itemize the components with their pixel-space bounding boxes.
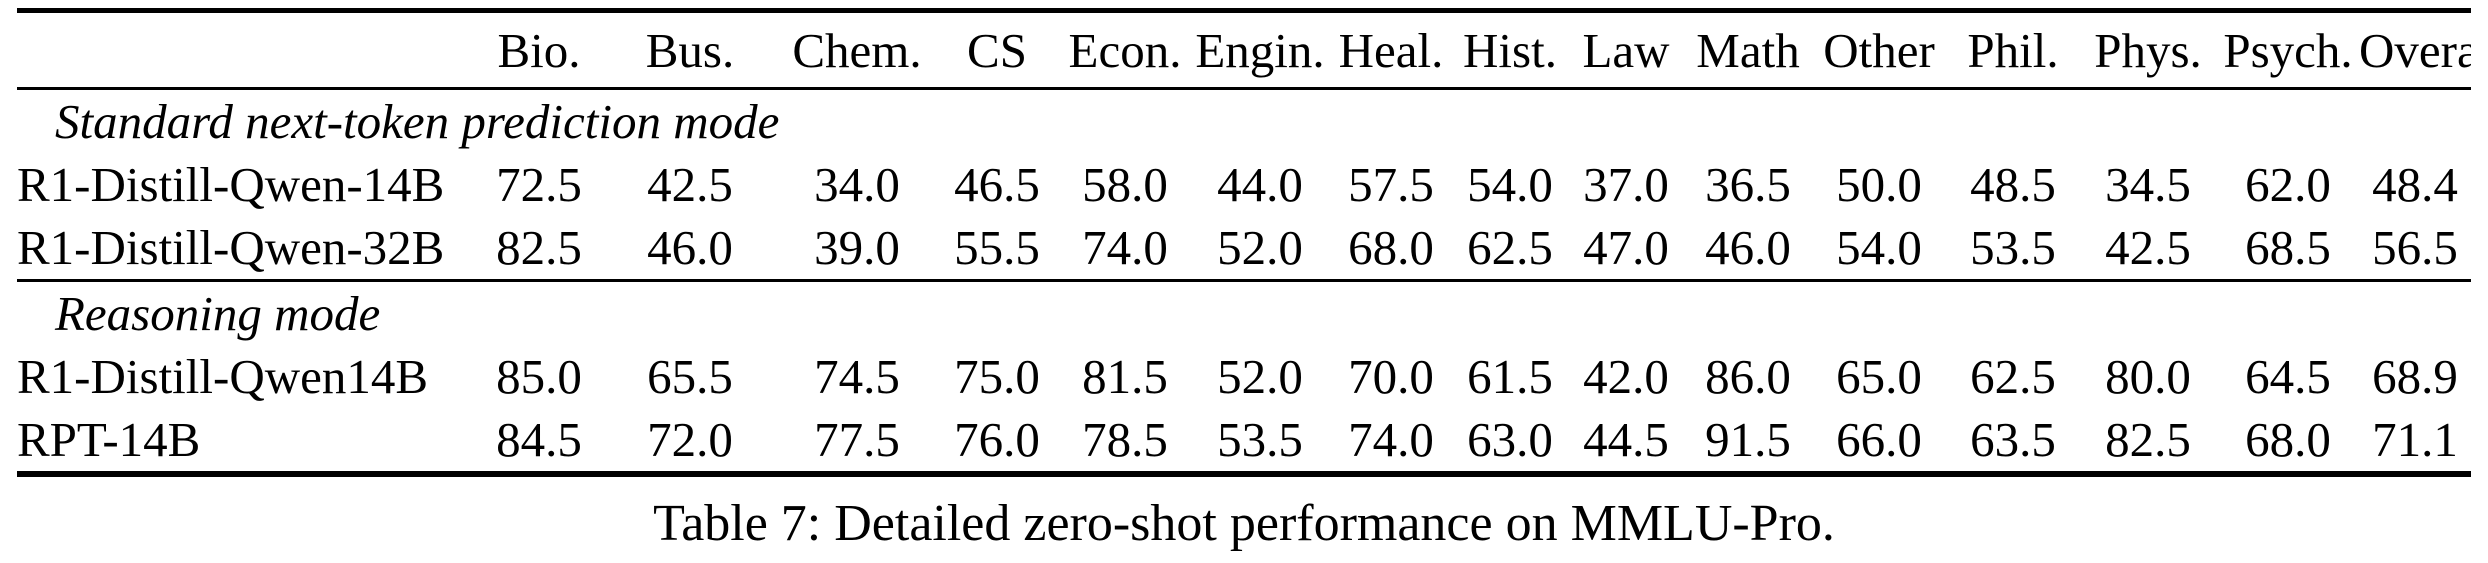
score-cell: 39.0: [814, 220, 900, 275]
column-header-engin: Engin.: [1191, 10, 1329, 90]
score-cell: 80.0: [2105, 349, 2191, 404]
score-cell: 86.0: [1705, 349, 1791, 404]
score-cell: 65.0: [1836, 349, 1922, 404]
table-row: R1-Distill-Qwen14B 85.0 65.5 74.5 75.0 8…: [17, 345, 2471, 408]
column-header-law: Law: [1567, 10, 1685, 90]
score-cell: 46.5: [954, 157, 1040, 212]
score-cell: 68.0: [1348, 220, 1434, 275]
score-cell: 47.0: [1583, 220, 1669, 275]
score-cell: 66.0: [1836, 412, 1922, 467]
score-cell: 42.5: [647, 157, 733, 212]
score-cell: 62.0: [2245, 157, 2331, 212]
score-cell: 70.0: [1348, 349, 1434, 404]
header-row: Bio. Bus. Chem. CS Econ. Engin. Heal. Hi…: [17, 10, 2471, 90]
score-cell: 36.5: [1705, 157, 1791, 212]
results-table: Bio. Bus. Chem. CS Econ. Engin. Heal. Hi…: [17, 8, 2471, 477]
score-cell: 34.5: [2105, 157, 2191, 212]
column-header-other: Other: [1811, 10, 1947, 90]
score-cell: 91.5: [1705, 412, 1791, 467]
column-header-psych: Psych.: [2217, 10, 2359, 90]
score-cell: 68.0: [2245, 412, 2331, 467]
score-cell: 74.5: [814, 349, 900, 404]
score-cell: 74.0: [1348, 412, 1434, 467]
section-label-text: Standard next-token prediction mode: [55, 94, 780, 149]
score-cell: 68.5: [2245, 220, 2331, 275]
score-cell: 78.5: [1082, 412, 1168, 467]
score-cell: 84.5: [496, 412, 582, 467]
score-cell: 46.0: [647, 220, 733, 275]
table-row: R1-Distill-Qwen-32B 82.5 46.0 39.0 55.5 …: [17, 216, 2471, 281]
score-cell: 52.0: [1217, 220, 1303, 275]
score-cell: 62.5: [1467, 220, 1553, 275]
score-cell: 53.5: [1217, 412, 1303, 467]
column-header-heal: Heal.: [1329, 10, 1453, 90]
column-header-phil: Phil.: [1947, 10, 2079, 90]
column-header-bus: Bus.: [601, 10, 779, 90]
score-cell: 72.0: [647, 412, 733, 467]
score-cell: 65.5: [647, 349, 733, 404]
score-cell: 63.5: [1970, 412, 2056, 467]
table-row: R1-Distill-Qwen-14B 72.5 42.5 34.0 46.5 …: [17, 153, 2471, 216]
score-cell: 56.5: [2372, 220, 2458, 275]
model-name: R1-Distill-Qwen-32B: [17, 220, 445, 275]
column-header-math: Math: [1685, 10, 1811, 90]
column-header-bio: Bio.: [477, 10, 601, 90]
section-label-text: Reasoning mode: [17, 279, 2471, 345]
score-cell: 48.4: [2372, 157, 2458, 212]
score-cell: 53.5: [1970, 220, 2056, 275]
score-cell: 75.0: [954, 349, 1040, 404]
score-cell: 46.0: [1705, 220, 1791, 275]
column-header-model: [17, 10, 477, 90]
score-cell: 72.5: [496, 157, 582, 212]
score-cell: 52.0: [1217, 349, 1303, 404]
table-caption: Table 7: Detailed zero-shot performance …: [653, 495, 1835, 552]
section-label-standard-mode: Standard next-token prediction mode: [17, 89, 2471, 154]
table-row: RPT-14B 84.5 72.0 77.5 76.0 78.5 53.5 74…: [17, 408, 2471, 474]
score-cell: 44.5: [1583, 412, 1669, 467]
column-header-cs: CS: [935, 10, 1059, 90]
score-cell: 82.5: [2105, 412, 2191, 467]
column-header-econ: Econ.: [1059, 10, 1191, 90]
column-header-overall: Overall: [2359, 10, 2471, 90]
score-cell: 63.0: [1467, 412, 1553, 467]
score-cell: 57.5: [1348, 157, 1434, 212]
column-header-hist: Hist.: [1453, 10, 1567, 90]
paper-page: Bio. Bus. Chem. CS Econ. Engin. Heal. Hi…: [0, 8, 2488, 563]
score-cell: 62.5: [1970, 349, 2056, 404]
score-cell: 77.5: [814, 412, 900, 467]
score-cell: 50.0: [1836, 157, 1922, 212]
model-name: RPT-14B: [17, 412, 201, 467]
score-cell: 48.5: [1970, 157, 2056, 212]
section-label-reasoning-mode: Reasoning mode: [17, 279, 2471, 345]
model-name: R1-Distill-Qwen-14B: [17, 157, 445, 212]
score-cell: 42.0: [1583, 349, 1669, 404]
score-cell: 55.5: [954, 220, 1040, 275]
score-cell: 37.0: [1583, 157, 1669, 212]
score-cell: 54.0: [1467, 157, 1553, 212]
score-cell: 44.0: [1217, 157, 1303, 212]
model-name: R1-Distill-Qwen14B: [17, 349, 429, 404]
score-cell: 34.0: [814, 157, 900, 212]
score-cell: 68.9: [2372, 349, 2458, 404]
score-cell: 71.1: [2372, 412, 2458, 467]
score-cell: 61.5: [1467, 349, 1553, 404]
score-cell: 64.5: [2245, 349, 2331, 404]
score-cell: 58.0: [1082, 157, 1168, 212]
score-cell: 82.5: [496, 220, 582, 275]
score-cell: 85.0: [496, 349, 582, 404]
score-cell: 54.0: [1836, 220, 1922, 275]
score-cell: 81.5: [1082, 349, 1168, 404]
column-header-phys: Phys.: [2079, 10, 2217, 90]
column-header-chem: Chem.: [779, 10, 935, 90]
score-cell: 42.5: [2105, 220, 2191, 275]
score-cell: 74.0: [1082, 220, 1168, 275]
score-cell: 76.0: [954, 412, 1040, 467]
